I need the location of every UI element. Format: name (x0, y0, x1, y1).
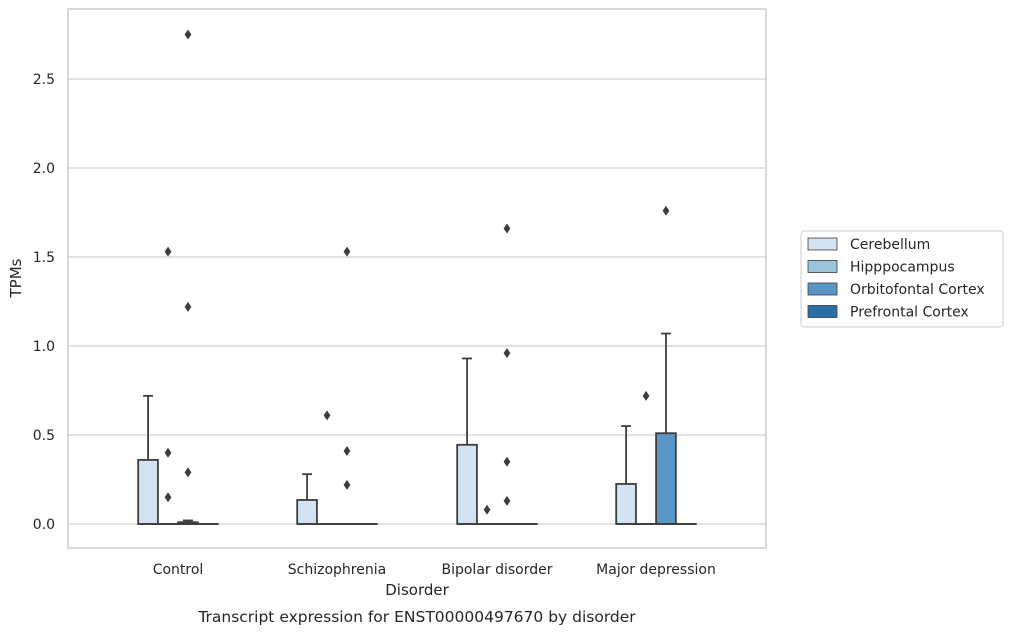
y-tick-label: 2.5 (33, 72, 55, 88)
outlier-point (343, 246, 351, 257)
box (336, 246, 358, 525)
x-tick-label: Bipolar disorder (441, 562, 552, 578)
legend-frame (800, 230, 1004, 328)
outlier-point (662, 205, 670, 216)
legend-swatch (807, 282, 838, 296)
box (177, 29, 199, 525)
y-tick-label: 2.0 (33, 161, 55, 177)
outlier-point (184, 301, 192, 312)
box (456, 357, 478, 525)
legend-label: Orbitofontal Cortex (850, 282, 985, 298)
box (655, 205, 677, 525)
outlier-point (164, 447, 172, 458)
series-cerebellum (137, 357, 637, 525)
legend-label: Hipppocampus (850, 260, 955, 276)
box-series (137, 29, 697, 525)
y-axis-ticks: 0.0 0.5 1.0 1.5 2.0 2.5 (33, 72, 55, 533)
x-tick-label: Schizophrenia (288, 562, 386, 578)
plot-area-frame (67, 8, 767, 549)
box-body (456, 443, 478, 525)
outlier-point (503, 348, 511, 359)
outlier-point (164, 246, 172, 257)
legend-swatch (807, 260, 838, 273)
box-body (296, 499, 318, 525)
outlier-point (503, 495, 511, 506)
legend-label: Prefrontal Cortex (850, 305, 969, 321)
outlier-point (503, 223, 511, 234)
box (496, 223, 518, 525)
legend-swatch (807, 305, 838, 318)
outlier-point (184, 467, 192, 478)
legend: Cerebellum Hipppocampus Orbitofontal Corte… (800, 230, 1004, 328)
box (615, 425, 637, 525)
box (316, 410, 338, 525)
box-body (655, 432, 677, 525)
box (157, 246, 179, 525)
box-body (615, 483, 637, 525)
x-tick-label: Major depression (596, 562, 716, 578)
y-axis-label: TPMs (7, 258, 25, 298)
outlier-point (323, 410, 331, 421)
legend-swatch (807, 237, 838, 251)
outlier-point (164, 492, 172, 503)
x-tick-label: Control (153, 562, 204, 578)
box (635, 390, 657, 525)
outlier-point (503, 456, 511, 467)
outlier-point (343, 446, 351, 457)
outlier-point (642, 390, 650, 401)
outlier-point (184, 29, 192, 40)
y-tick-label: 1.5 (33, 250, 55, 266)
box (476, 504, 498, 525)
y-tick-label: 1.0 (33, 339, 55, 355)
series-hipppocampus (157, 246, 657, 525)
x-axis-label: Disorder (385, 581, 449, 599)
box (137, 394, 159, 525)
figure-caption: Transcript expression for ENST0000049767… (197, 608, 636, 626)
box (296, 473, 318, 525)
series-orbitofontal-cortex (177, 29, 677, 525)
outlier-point (343, 479, 351, 490)
y-tick-label: 0.5 (33, 428, 55, 444)
box-body (137, 459, 159, 525)
x-axis-ticks: Control Schizophrenia Bipolar disorder Majo… (153, 562, 716, 578)
legend-label: Cerebellum (850, 237, 930, 253)
outlier-point (483, 504, 491, 515)
y-tick-label: 0.0 (33, 517, 55, 533)
